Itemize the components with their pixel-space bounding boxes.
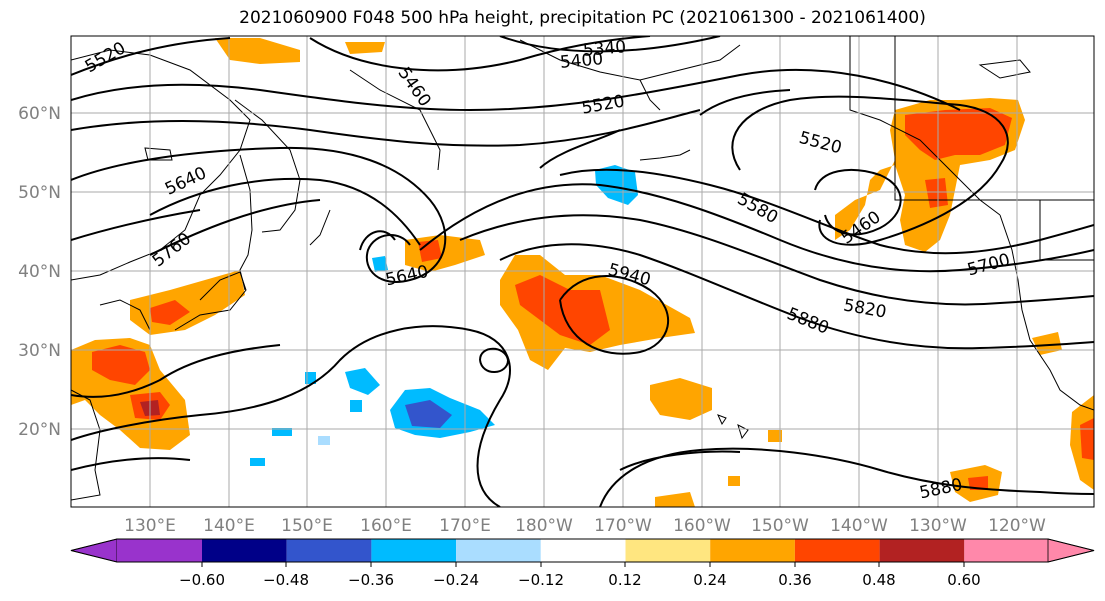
colorbar-tick-label: 0.48 bbox=[862, 571, 895, 589]
lat-label: 20°N bbox=[18, 420, 61, 440]
colorbar-tick-labels: −0.60 −0.48 −0.36 −0.24 −0.12 0.12 0.24 … bbox=[179, 571, 981, 589]
contour-label: 5340 bbox=[582, 37, 627, 61]
height-contours bbox=[71, 36, 1094, 507]
lat-label: 50°N bbox=[18, 183, 61, 203]
map-title: 2021060900 F048 500 hPa height, precipit… bbox=[239, 8, 926, 28]
map-frame bbox=[70, 35, 1095, 508]
colorbar: −0.60 −0.48 −0.36 −0.24 −0.12 0.12 0.24 … bbox=[70, 538, 1095, 589]
colorbar-segment bbox=[286, 539, 372, 562]
lat-label: 30°N bbox=[18, 341, 61, 361]
colorbar-tick-label: 0.36 bbox=[778, 571, 811, 589]
colorbar-tick-label: 0.24 bbox=[693, 571, 726, 589]
lon-label: 150°W bbox=[751, 516, 809, 536]
colorbar-segment bbox=[456, 539, 541, 562]
lon-label: 140°W bbox=[830, 516, 888, 536]
latitude-labels: 60°N 50°N 40°N 30°N 20°N bbox=[18, 104, 61, 440]
lon-label: 120°W bbox=[988, 516, 1046, 536]
colorbar-tick-label: −0.48 bbox=[263, 571, 309, 589]
lon-label: 160°W bbox=[673, 516, 731, 536]
colorbar-segment bbox=[540, 539, 626, 562]
lon-label: 140°E bbox=[203, 516, 255, 536]
lon-label: 180°W bbox=[515, 516, 573, 536]
colorbar-segment bbox=[964, 539, 1048, 562]
colorbar-ticks bbox=[201, 562, 965, 567]
colorbar-segment bbox=[117, 539, 202, 562]
lon-label: 160°E bbox=[360, 516, 412, 536]
lat-label: 60°N bbox=[18, 104, 61, 124]
colorbar-tick-label: 0.60 bbox=[947, 571, 980, 589]
precip-negative-shading bbox=[250, 165, 638, 466]
colorbar-extend-max bbox=[1047, 538, 1095, 563]
colorbar-segment bbox=[879, 539, 965, 562]
lon-label: 130°W bbox=[909, 516, 967, 536]
colorbar-outline bbox=[70, 538, 1095, 563]
contour-label: 5400 bbox=[559, 49, 604, 73]
lat-label: 40°N bbox=[18, 262, 61, 282]
coastlines bbox=[71, 36, 1094, 501]
colorbar-tick-label: −0.36 bbox=[348, 571, 394, 589]
colorbar-segment bbox=[625, 539, 711, 562]
colorbar-tick-label: −0.12 bbox=[518, 571, 564, 589]
lon-label: 170°E bbox=[439, 516, 491, 536]
lon-label: 170°W bbox=[594, 516, 652, 536]
colorbar-extend-min bbox=[70, 538, 118, 563]
colorbar-segment bbox=[794, 539, 880, 562]
colorbar-tick-label: 0.12 bbox=[608, 571, 641, 589]
colorbar-segment bbox=[710, 539, 795, 562]
colorbar-tick-label: −0.60 bbox=[179, 571, 225, 589]
lon-label: 130°E bbox=[124, 516, 176, 536]
colorbar-segment bbox=[202, 539, 287, 562]
colorbar-segments bbox=[70, 538, 1095, 563]
colorbar-segment bbox=[371, 539, 457, 562]
precip-positive-shading bbox=[71, 38, 1094, 507]
colorbar-tick-label: −0.24 bbox=[433, 571, 479, 589]
lon-label: 150°E bbox=[281, 516, 333, 536]
longitude-labels: 130°E 140°E 150°E 160°E 170°E 180°W 170°… bbox=[124, 516, 1046, 536]
